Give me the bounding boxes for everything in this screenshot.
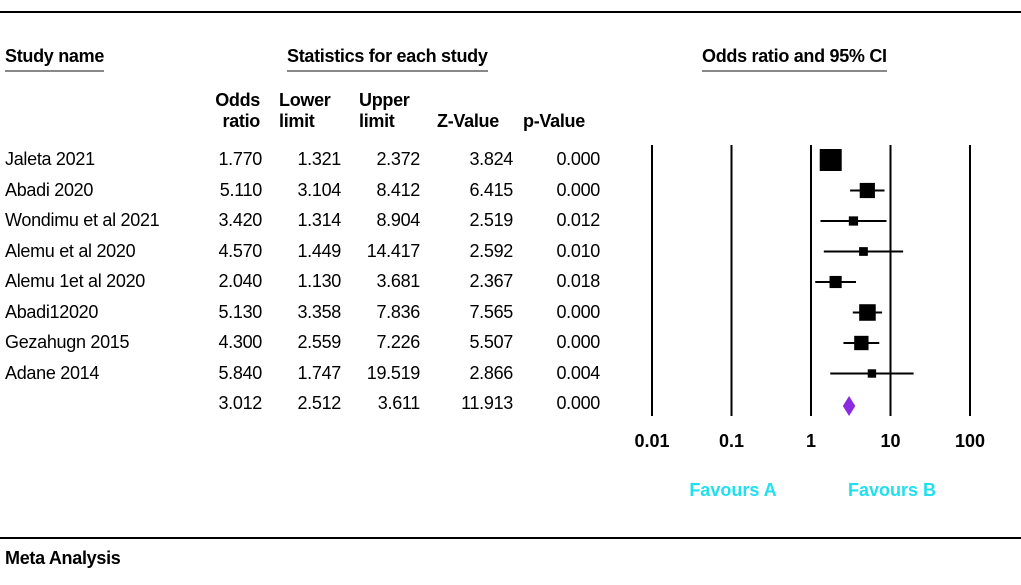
lower-limit-cell: 3.104 (297, 179, 341, 200)
upper-limit-cell: 3.681 (376, 271, 420, 291)
lower-limit-cell: 1.314 (297, 210, 341, 230)
odds-ratio-cell: 5.130 (218, 301, 262, 322)
p-value-cell: 0.000 (556, 332, 600, 352)
p-value-cell: 0.010 (556, 240, 600, 261)
p-value-cell: 0.012 (556, 210, 600, 230)
upper-limit-cell: 3.611 (377, 393, 421, 413)
col-odds-ratio: Odds ratio (215, 90, 260, 131)
study-marker (819, 149, 842, 171)
upper-limit-cell: 7.836 (376, 301, 420, 322)
p-value-cell: 0.004 (556, 362, 600, 383)
z-value-cell: 2.866 (469, 362, 513, 383)
lower-limit-cell: 2.559 (297, 332, 341, 352)
odds-ratio-cell: 3.420 (218, 210, 262, 230)
z-value-cell: 3.824 (469, 149, 513, 169)
lower-limit-cell: 1.747 (297, 362, 341, 383)
study-name-cell: Alemu 1et al 2020 (5, 271, 145, 291)
plot-header: Odds ratio and 95% CI (702, 46, 887, 72)
p-value-cell: 0.018 (556, 271, 600, 291)
top-rule (0, 11, 1021, 13)
upper-limit-cell: 2.372 (376, 149, 420, 169)
odds-ratio-cell: 5.110 (219, 179, 263, 200)
z-value-cell: 11.913 (461, 393, 513, 413)
odds-ratio-cell: 5.840 (218, 362, 262, 383)
lower-limit-cell: 1.321 (297, 149, 341, 169)
x-tick-label: 1 (806, 431, 816, 451)
upper-limit-cell: 14.417 (366, 240, 421, 261)
study-marker (829, 275, 842, 289)
favours-a-label: Favours A (689, 480, 776, 500)
col-z-value: Z-Value (437, 111, 499, 131)
z-value-cell: 2.367 (469, 271, 513, 291)
odds-ratio-cell: 1.770 (218, 149, 262, 169)
z-value-cell: 7.565 (469, 301, 513, 322)
p-value-cell: 0.000 (556, 301, 600, 322)
study-marker (848, 216, 859, 226)
z-value-cell: 2.519 (469, 210, 513, 230)
p-value-cell: 0.000 (556, 149, 600, 169)
upper-limit-cell: 7.226 (376, 332, 420, 352)
upper-limit-cell: 8.904 (376, 210, 420, 230)
odds-ratio-cell: 2.040 (218, 271, 262, 291)
odds-ratio-cell: 3.012 (218, 393, 262, 413)
favours-b-label: Favours B (848, 480, 936, 500)
col-lower-limit: Lower limit (279, 90, 331, 131)
upper-limit-cell: 8.412 (376, 179, 420, 200)
study-name-cell: Abadi 2020 (5, 179, 94, 200)
study-name-cell: Gezahugn 2015 (5, 332, 130, 352)
summary-diamond (842, 396, 856, 416)
study-marker (854, 335, 869, 351)
lower-limit-cell: 1.130 (297, 271, 341, 291)
z-value-cell: 6.415 (469, 179, 513, 200)
p-value-cell: 0.000 (556, 393, 600, 413)
study-name-cell: Adane 2014 (5, 362, 100, 383)
study-name-cell: Abadi12020 (5, 301, 99, 322)
study-marker (867, 369, 877, 378)
odds-ratio-cell: 4.570 (218, 240, 262, 261)
study-marker (859, 182, 875, 199)
odds-ratio-cell: 4.300 (218, 332, 262, 352)
z-value-cell: 5.507 (469, 332, 513, 352)
x-tick-label: 0.1 (719, 431, 744, 451)
col-p-value: p-Value (523, 111, 585, 131)
x-tick-label: 100 (955, 431, 985, 451)
upper-limit-cell: 19.519 (366, 362, 421, 383)
footer-label: Meta Analysis (5, 548, 121, 568)
lower-limit-cell: 2.512 (297, 393, 341, 413)
col-upper-limit: Upper limit (359, 90, 410, 131)
p-value-cell: 0.000 (556, 179, 600, 200)
lower-limit-cell: 1.449 (297, 240, 341, 261)
bottom-rule (0, 537, 1021, 539)
z-value-cell: 2.592 (469, 240, 513, 261)
study-marker (859, 304, 876, 321)
x-tick-label: 10 (880, 431, 900, 451)
study-marker (859, 247, 868, 256)
study-name-header: Study name (5, 46, 104, 72)
study-name-cell: Alemu et al 2020 (5, 240, 136, 261)
study-name-cell: Jaleta 2021 (5, 149, 95, 169)
statistics-header: Statistics for each study (287, 46, 488, 72)
study-name-cell: Wondimu et al 2021 (5, 210, 160, 230)
lower-limit-cell: 3.358 (297, 301, 341, 322)
x-tick-label: 0.01 (634, 431, 669, 451)
